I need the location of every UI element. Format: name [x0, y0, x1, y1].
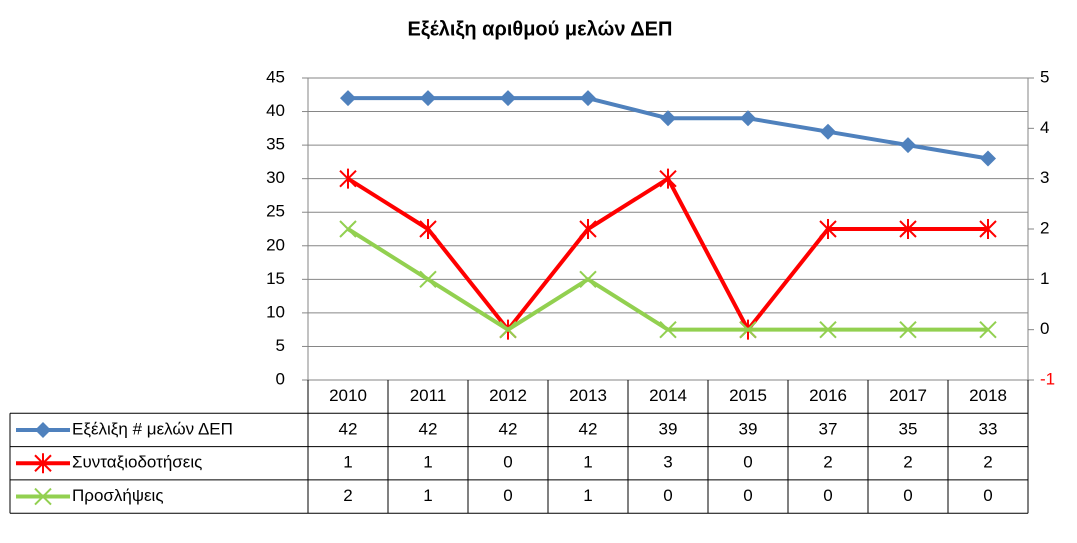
- y2-tick-label: -1: [1040, 369, 1055, 388]
- chart-title: Εξέλιξη αριθμού μελών ΔΕΠ: [408, 18, 673, 40]
- y-tick-label: 35: [266, 135, 285, 154]
- marker: [660, 110, 676, 127]
- legend-label: Προσλήψεις: [72, 486, 164, 505]
- table-value: 2: [983, 453, 992, 472]
- x-tick-label: 2015: [729, 386, 767, 405]
- x-tick-label: 2013: [569, 386, 607, 405]
- marker: [579, 270, 597, 289]
- table-value: 33: [979, 419, 998, 438]
- x-tick-label: 2011: [410, 386, 447, 405]
- table-value: 1: [423, 486, 432, 505]
- table-value: 0: [503, 453, 512, 472]
- marker: [659, 168, 677, 189]
- marker: [339, 168, 357, 189]
- y2-tick-label: 2: [1040, 218, 1049, 237]
- table-value: 42: [499, 419, 518, 438]
- marker: [979, 320, 997, 339]
- table-value: 0: [743, 486, 752, 505]
- marker: [980, 150, 996, 167]
- marker: [580, 90, 596, 107]
- series-line: [346, 176, 988, 332]
- table-value: 39: [659, 419, 678, 438]
- table-value: 0: [823, 486, 832, 505]
- table-value: 1: [423, 453, 432, 472]
- table-value: 0: [503, 486, 512, 505]
- y-tick-label: 5: [276, 336, 285, 355]
- marker: [740, 110, 756, 127]
- y2-tick-label: 4: [1040, 118, 1049, 137]
- marker: [819, 219, 837, 239]
- table-value: 1: [343, 453, 352, 472]
- table-value: 37: [819, 419, 838, 438]
- marker: [419, 270, 437, 289]
- marker: [979, 219, 997, 239]
- legend-label: Εξέλιξη # μελών ΔΕΠ: [72, 419, 233, 438]
- y-tick-label: 20: [266, 235, 285, 254]
- marker: [339, 220, 357, 238]
- table-value: 1: [583, 486, 592, 505]
- marker: [579, 219, 597, 239]
- y-tick-label: 10: [266, 302, 285, 321]
- y-tick-label: 45: [266, 67, 285, 86]
- marker: [420, 90, 436, 107]
- marker: [34, 453, 52, 474]
- marker: [499, 320, 517, 339]
- table-value: 0: [903, 486, 912, 505]
- y2-tick-label: 3: [1040, 168, 1049, 187]
- table-value: 2: [343, 486, 352, 505]
- marker: [899, 320, 917, 339]
- y-tick-label: 15: [266, 269, 285, 288]
- table-value: 1: [583, 453, 592, 472]
- marker: [819, 320, 837, 339]
- x-tick-label: 2014: [649, 386, 687, 405]
- series-line: [348, 96, 989, 161]
- table-value: 2: [823, 453, 832, 472]
- table-value: 0: [983, 486, 992, 505]
- marker: [419, 219, 437, 239]
- x-tick-label: 2012: [489, 386, 527, 405]
- marker: [659, 320, 677, 339]
- x-tick-label: 2018: [969, 386, 1007, 405]
- marker: [820, 123, 836, 140]
- table-value: 0: [743, 453, 752, 472]
- marker: [340, 90, 356, 107]
- table-value: 3: [663, 453, 672, 472]
- table-value: 42: [579, 419, 598, 438]
- marker: [899, 219, 917, 239]
- y-tick-label: 0: [276, 369, 285, 388]
- table-value: 39: [739, 419, 758, 438]
- marker: [35, 421, 51, 438]
- table-value: 2: [903, 453, 912, 472]
- x-tick-label: 2017: [889, 386, 927, 405]
- y2-tick-label: 0: [1040, 319, 1049, 338]
- y2-tick-label: 1: [1040, 269, 1049, 288]
- table-value: 35: [899, 419, 918, 438]
- y-tick-label: 30: [266, 168, 285, 187]
- legend-label: Συνταξιοδοτήσεις: [72, 453, 202, 472]
- y-tick-label: 25: [266, 202, 285, 221]
- plot-border: [307, 77, 1029, 381]
- table-value: 0: [663, 486, 672, 505]
- x-tick-label: 2010: [329, 386, 367, 405]
- y2-tick-label: 5: [1040, 67, 1049, 86]
- table-value: 42: [419, 419, 438, 438]
- marker: [500, 90, 516, 107]
- marker: [900, 137, 916, 154]
- marker: [739, 320, 757, 339]
- x-tick-label: 2016: [809, 386, 847, 405]
- y-tick-label: 40: [266, 101, 285, 120]
- marker: [34, 487, 52, 506]
- table-value: 42: [339, 419, 358, 438]
